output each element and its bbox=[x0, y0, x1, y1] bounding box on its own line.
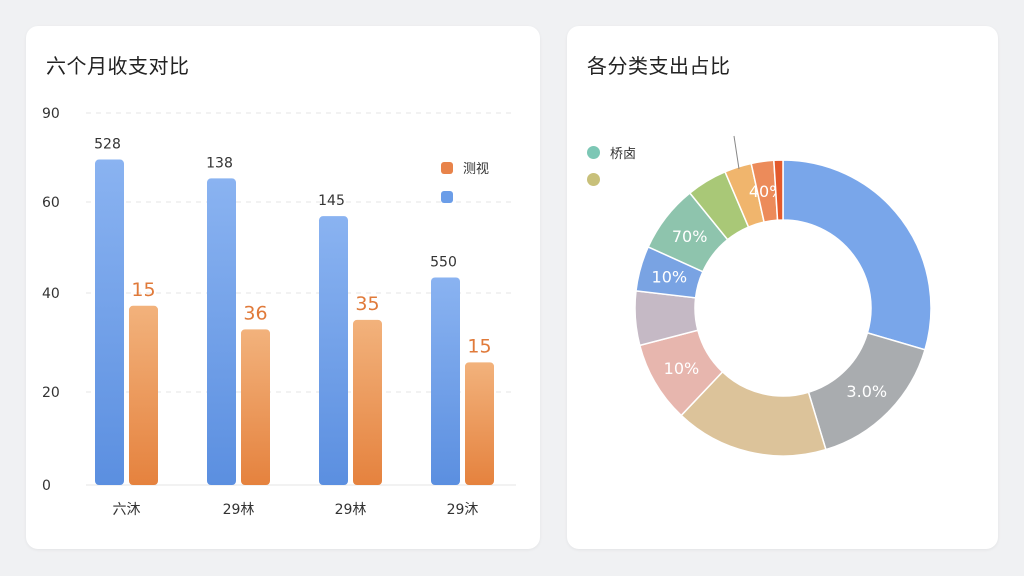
bar-legend-swatch-1 bbox=[441, 161, 453, 174]
bar-series-2 bbox=[129, 305, 158, 485]
bar-legend-label-1: 测视 bbox=[463, 162, 490, 177]
bar-data-label: 35 bbox=[355, 293, 379, 315]
x-tick-label: 六沐 bbox=[113, 502, 141, 518]
donut-legend-item-1: 桥卤 bbox=[587, 143, 636, 162]
donut-legend-dot-1 bbox=[587, 146, 600, 159]
bar-series-1 bbox=[431, 277, 460, 485]
y-tick-label: 40 bbox=[42, 286, 60, 302]
bar-series-2 bbox=[353, 319, 382, 485]
donut-chart-title: 各分类支出占比 bbox=[587, 54, 731, 78]
bar-chart: 0 20 40 60 90 528 15 六沐 138 36 29林 145 35 29林 550 15 29沐 bbox=[42, 106, 516, 518]
bar-data-label: 15 bbox=[467, 335, 491, 357]
donut-legend-dot-2 bbox=[587, 173, 600, 186]
bar-legend-swatch-2 bbox=[441, 191, 453, 203]
bar-series-1 bbox=[207, 178, 236, 485]
y-tick-label: 90 bbox=[42, 106, 60, 122]
donut-slice-label: 70% bbox=[672, 227, 708, 246]
bar-series-2 bbox=[465, 362, 494, 485]
donut-slice-label: 10% bbox=[664, 359, 700, 378]
bar-data-label: 138 bbox=[206, 155, 233, 171]
x-tick-label: 29林 bbox=[223, 502, 255, 518]
bar-data-label: 36 bbox=[243, 302, 267, 324]
donut-chart: 3.0%10%10%70%40% bbox=[634, 135, 932, 457]
bar-chart-card: 六个月收支对比 0 20 40 60 90 528 15 六沐 138 36 29林 145 35 29林… bbox=[26, 26, 540, 549]
y-tick-label: 60 bbox=[42, 195, 60, 211]
donut-legend-label-1: 桥卤 bbox=[610, 147, 637, 162]
donut-slice-label: 10% bbox=[652, 267, 688, 286]
bar-series-2 bbox=[241, 329, 270, 485]
donut-legend-item-2 bbox=[587, 173, 610, 186]
donut-slice bbox=[782, 159, 932, 351]
donut-slice bbox=[773, 159, 784, 221]
bar-data-label: 145 bbox=[318, 193, 345, 209]
x-tick-label: 29沐 bbox=[447, 502, 479, 518]
donut-slice-label: 3.0% bbox=[846, 382, 887, 401]
bar-data-label: 15 bbox=[131, 279, 155, 301]
y-tick-label: 20 bbox=[42, 385, 60, 401]
donut-leader-line bbox=[733, 135, 740, 170]
y-tick-label: 0 bbox=[42, 478, 51, 494]
bar-data-label: 528 bbox=[94, 137, 121, 153]
x-tick-label: 29林 bbox=[335, 502, 367, 518]
bar-series-1 bbox=[95, 159, 124, 486]
bar-legend-item-1: 测视 bbox=[441, 158, 489, 177]
bar-data-label: 550 bbox=[430, 254, 457, 270]
bar-series-1 bbox=[319, 216, 348, 485]
bar-legend-item-2 bbox=[441, 191, 463, 203]
donut-chart-card: 各分类支出占比 3.0% 10% 10% 70% 40% 桥卤 bbox=[567, 26, 998, 549]
bar-chart-title: 六个月收支对比 bbox=[46, 54, 190, 78]
